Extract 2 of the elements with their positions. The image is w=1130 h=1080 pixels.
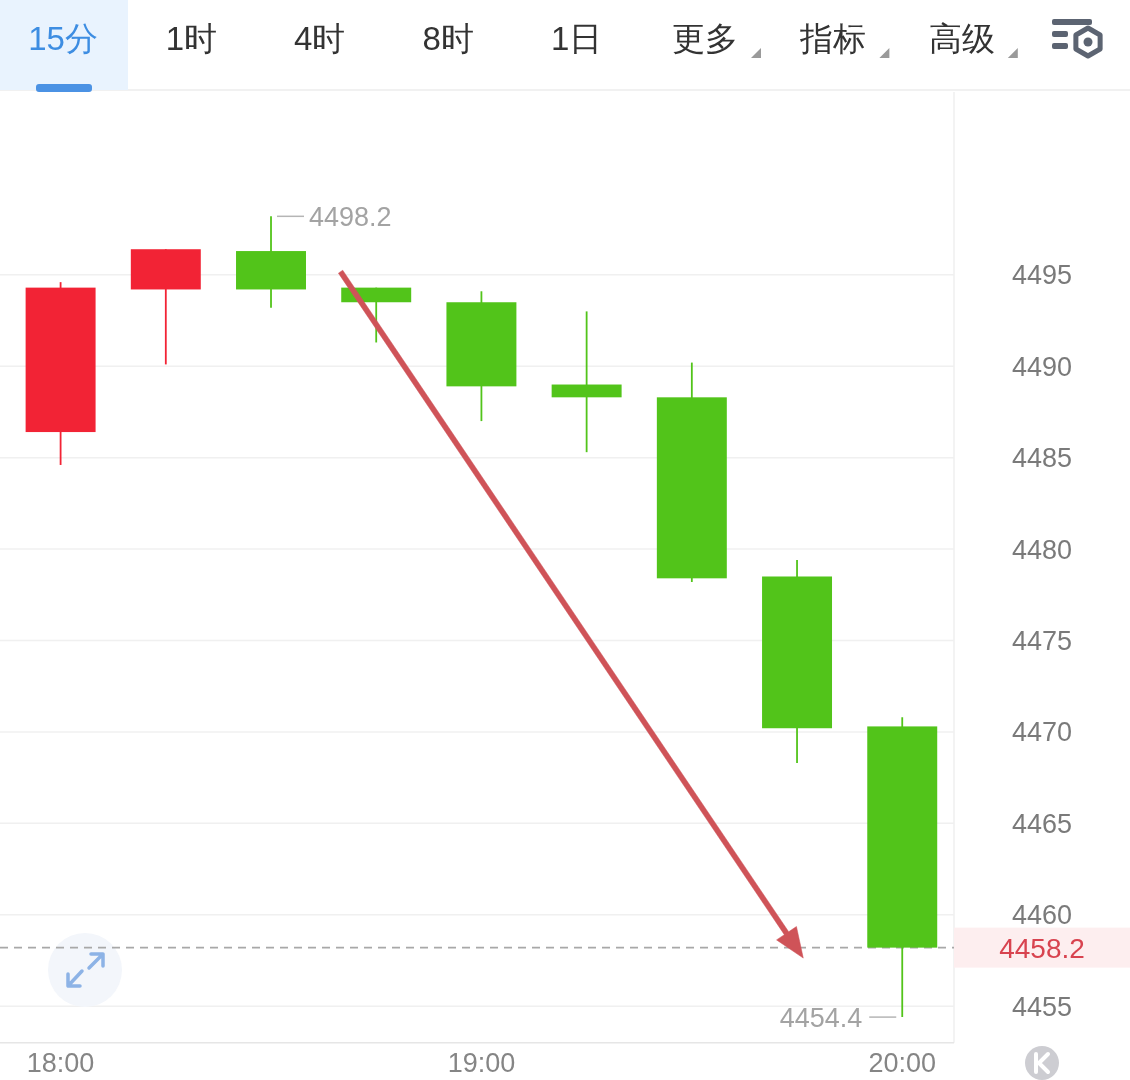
annotation: 4454.4 xyxy=(779,1002,863,1033)
annotation: 4498.2 xyxy=(309,201,392,232)
